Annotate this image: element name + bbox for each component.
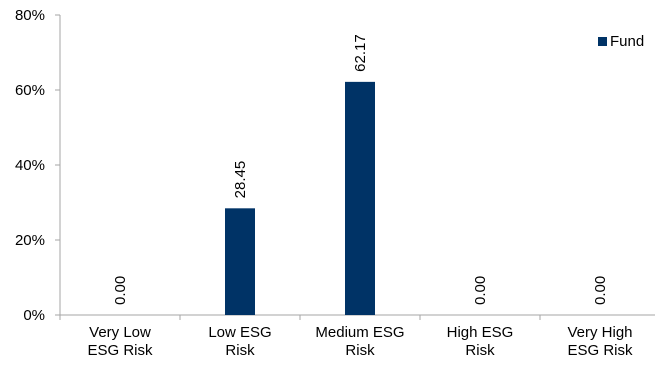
y-tick-label: 80% bbox=[15, 7, 45, 24]
legend-swatch-fund bbox=[598, 37, 607, 46]
data-label: 28.45 bbox=[232, 161, 249, 199]
x-tick-label: High ESG Risk bbox=[447, 324, 514, 359]
legend: Fund bbox=[598, 33, 644, 50]
x-axis: Very Low ESG Risk Low ESG Risk Medium ESG Ris… bbox=[59, 314, 655, 359]
data-label: 62.17 bbox=[352, 34, 369, 72]
data-labels: 0.00 28.45 62.17 0.00 0.00 bbox=[112, 34, 609, 305]
bar-fund bbox=[345, 81, 375, 315]
y-tick-label: 20% bbox=[15, 232, 45, 249]
y-tick-label: 0% bbox=[23, 307, 45, 324]
x-tick-label: Low ESG Risk bbox=[208, 324, 271, 359]
y-tick-label: 60% bbox=[15, 82, 45, 99]
x-tick-label: Medium ESG Risk bbox=[315, 324, 404, 359]
bar-series-fund bbox=[225, 81, 375, 315]
data-label: 0.00 bbox=[112, 276, 129, 305]
x-tick-label: Very Low ESG Risk bbox=[87, 324, 153, 359]
y-tick-label: 40% bbox=[15, 157, 45, 174]
data-label: 0.00 bbox=[592, 276, 609, 305]
bar-fund bbox=[225, 208, 255, 315]
legend-label-fund: Fund bbox=[610, 33, 644, 50]
y-axis: 0% 20% 40% 60% 80% bbox=[15, 7, 61, 324]
x-tick-label: Very High ESG Risk bbox=[567, 324, 633, 359]
data-label: 0.00 bbox=[472, 276, 489, 305]
